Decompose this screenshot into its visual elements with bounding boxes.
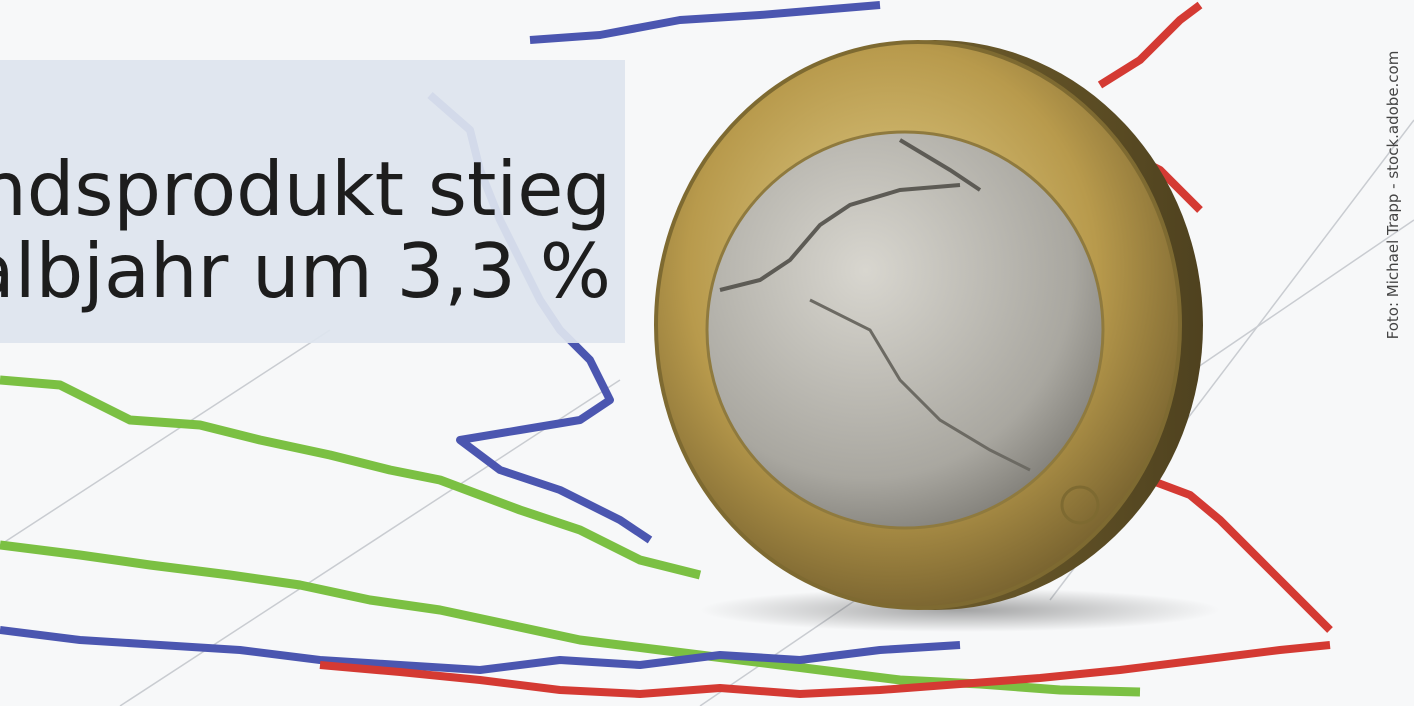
photo-credit: Foto: Michael Trapp - stock.adobe.com <box>1380 10 1406 380</box>
coin-shadow <box>700 588 1220 632</box>
headline-line-2: Halbjahr um 3,3 % <box>0 227 611 315</box>
headline-line-1: ndsprodukt stieg <box>0 145 611 233</box>
headline-box: ndsprodukt stieg Halbjahr um 3,3 % <box>0 60 625 343</box>
euro-coin <box>654 40 1203 610</box>
photo-credit-text: Foto: Michael Trapp - stock.adobe.com <box>1384 50 1402 340</box>
